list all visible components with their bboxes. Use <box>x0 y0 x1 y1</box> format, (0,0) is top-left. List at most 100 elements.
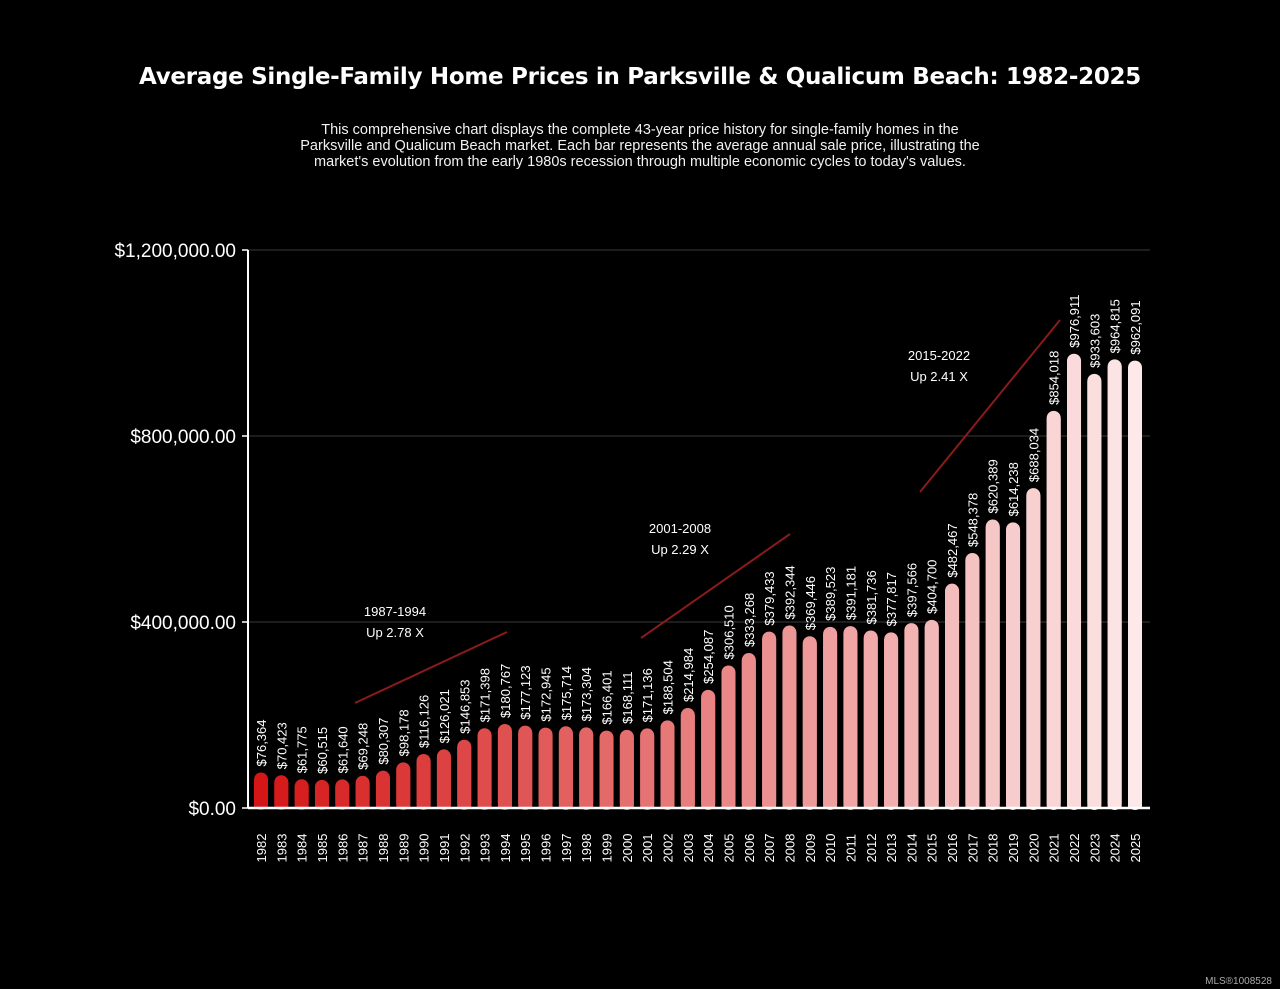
bar-base <box>254 779 268 808</box>
bar-base <box>558 733 573 808</box>
x-tick-label: 2021 <box>1047 834 1062 863</box>
x-tick-label: 2018 <box>986 834 1001 863</box>
x-tick-label: 2025 <box>1128 834 1143 863</box>
y-tick-label: $1,200,000.00 <box>114 241 236 262</box>
x-tick-label: 2000 <box>620 834 635 863</box>
bar-base <box>863 637 878 808</box>
data-label: $69,248 <box>356 723 371 770</box>
data-label: $171,136 <box>640 668 655 722</box>
data-label: $548,378 <box>965 493 980 547</box>
data-label: $76,364 <box>254 719 269 766</box>
bar-base <box>802 643 817 808</box>
data-label: $188,504 <box>661 660 676 714</box>
annotation-growth: Up 2.29 X <box>651 542 709 557</box>
x-tick-label: 2002 <box>661 834 676 863</box>
bar-base <box>436 756 451 808</box>
chart-subtitle: This comprehensive chart displays the co… <box>240 122 1040 170</box>
x-tick-label: 1997 <box>559 834 574 863</box>
x-tick-label: 1995 <box>518 834 533 863</box>
annotation-period: 2001-2008 <box>649 521 711 536</box>
data-label: $379,433 <box>762 571 777 625</box>
bar-base <box>396 769 411 808</box>
bar-base <box>538 734 553 808</box>
data-label: $177,123 <box>518 665 533 719</box>
data-label: $333,268 <box>742 593 757 647</box>
data-label: $126,021 <box>437 689 452 743</box>
bar-base <box>762 638 777 808</box>
data-label: $61,775 <box>295 726 310 773</box>
data-label: $61,640 <box>335 726 350 773</box>
x-tick-label: 2004 <box>701 834 716 863</box>
data-label: $620,389 <box>986 459 1001 513</box>
x-tick-label: 2013 <box>884 834 899 863</box>
bar-base <box>518 732 533 808</box>
data-label: $933,603 <box>1087 314 1102 368</box>
x-tick-label: 2011 <box>843 834 858 862</box>
bar-base <box>640 735 655 808</box>
x-tick-label: 1991 <box>437 834 452 863</box>
trend-line <box>640 533 791 639</box>
bar-base <box>416 761 431 808</box>
annotation-period: 2015-2022 <box>908 348 970 363</box>
data-label: $172,945 <box>539 667 554 721</box>
x-tick-label: 2020 <box>1026 834 1041 863</box>
data-label: $614,238 <box>1006 462 1021 516</box>
x-tick-label: 2003 <box>681 834 696 863</box>
x-tick-label: 1996 <box>539 834 554 863</box>
data-label: $397,566 <box>904 563 919 617</box>
data-label: $377,817 <box>884 572 899 626</box>
bar-base <box>924 626 939 808</box>
data-label: $389,523 <box>823 567 838 621</box>
subtitle-line: Parksville and Qualicum Beach market. Ea… <box>300 138 980 154</box>
x-tick-label: 1992 <box>457 834 472 863</box>
bar-base <box>497 730 512 808</box>
bar-base <box>1046 417 1061 808</box>
x-tick-label: 1990 <box>417 834 432 863</box>
x-tick-label: 2007 <box>762 834 777 863</box>
bar-base <box>721 672 736 808</box>
trend-line <box>919 319 1061 493</box>
y-tick-label: $800,000.00 <box>130 427 236 448</box>
data-label: $254,087 <box>701 630 716 684</box>
data-label: $98,178 <box>396 709 411 756</box>
bar-base <box>1026 495 1041 808</box>
bar-base <box>579 734 594 808</box>
data-label: $60,515 <box>315 727 330 774</box>
data-label: $392,344 <box>782 565 797 619</box>
data-label: $116,126 <box>417 695 432 748</box>
bar-base <box>1006 529 1021 808</box>
bar-base <box>680 715 695 808</box>
x-tick-label: 2022 <box>1067 834 1082 863</box>
data-label: $180,767 <box>498 664 513 718</box>
subtitle-line: This comprehensive chart displays the co… <box>321 122 959 138</box>
data-label: $391,181 <box>843 566 858 620</box>
chart-title: Average Single-Family Home Prices in Par… <box>139 64 1141 90</box>
data-label: $173,304 <box>579 667 594 721</box>
data-label: $369,446 <box>803 576 818 630</box>
bar-base <box>1087 380 1102 808</box>
x-tick-label: 1993 <box>478 834 493 863</box>
mls-number: MLS®1008528 <box>1205 976 1272 987</box>
bar-base <box>823 633 838 808</box>
x-tick-label: 2010 <box>823 834 838 863</box>
bar-base <box>274 782 289 808</box>
x-tick-label: 1989 <box>396 834 411 863</box>
data-label: $854,018 <box>1047 351 1062 405</box>
data-label: $171,398 <box>478 668 493 722</box>
x-tick-label: 2012 <box>864 834 879 863</box>
data-label: $168,111 <box>620 672 635 724</box>
x-tick-label: 1982 <box>254 834 269 863</box>
data-label: $306,510 <box>721 605 736 659</box>
bar-base <box>335 786 350 808</box>
trend-line <box>354 631 508 704</box>
bar-base <box>884 639 899 808</box>
data-label: $175,714 <box>559 666 574 720</box>
data-label: $214,984 <box>681 648 696 702</box>
bar-base <box>843 633 858 808</box>
data-label: $70,423 <box>274 722 289 769</box>
bar-base <box>660 727 675 808</box>
bar-base <box>1128 367 1142 808</box>
bar-base <box>294 786 309 808</box>
data-label: $146,853 <box>457 679 472 733</box>
data-label: $80,307 <box>376 718 391 765</box>
